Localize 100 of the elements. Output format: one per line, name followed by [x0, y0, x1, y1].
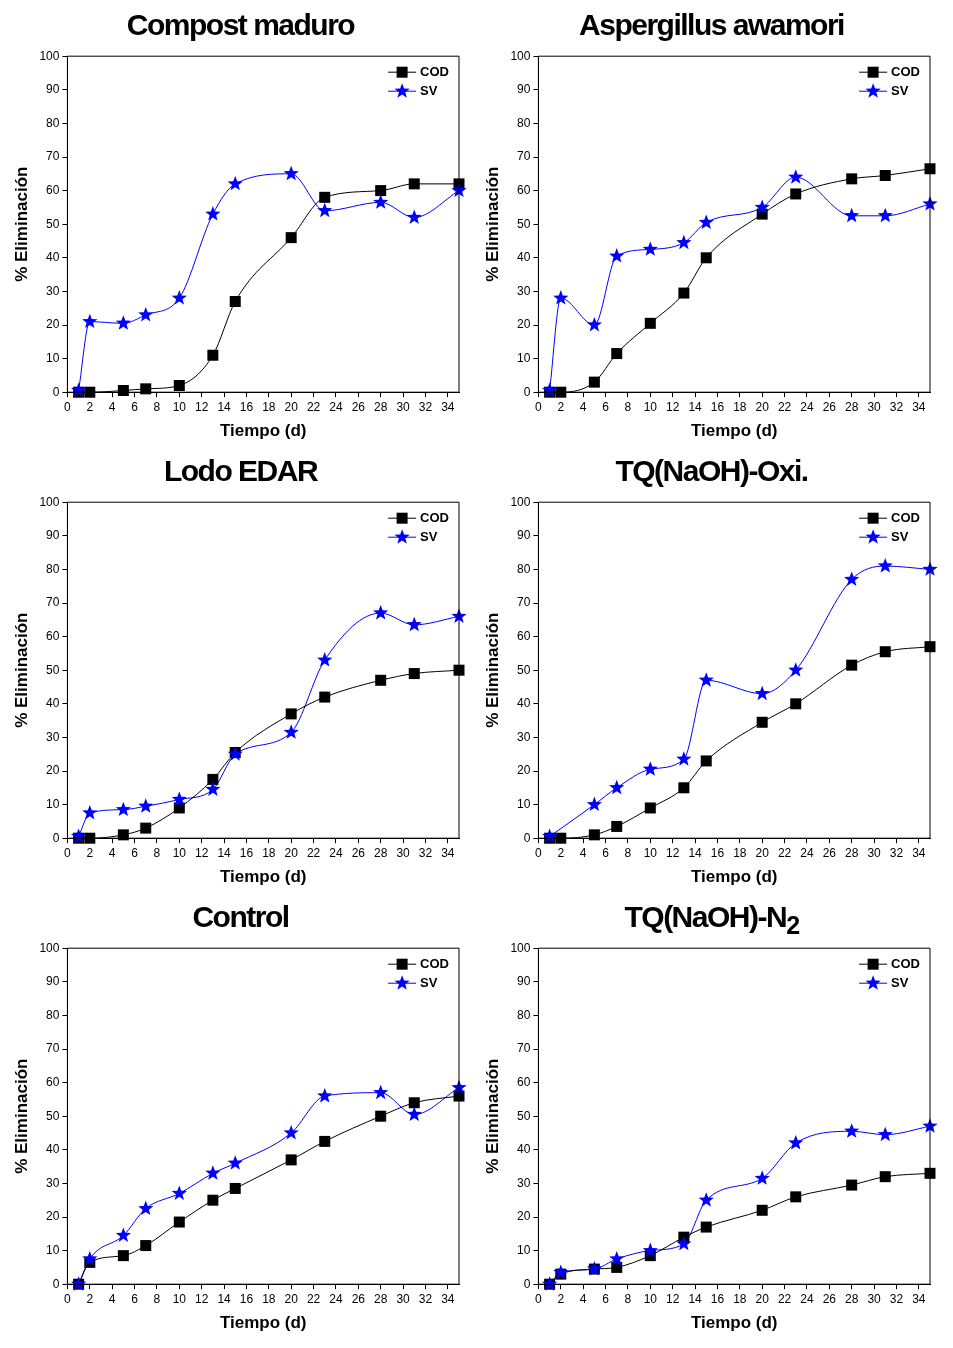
point — [375, 674, 387, 686]
point — [790, 698, 802, 710]
y-axis-title: % Eliminación — [482, 1058, 502, 1174]
x-tick-label: 10 — [643, 1291, 658, 1306]
x-tick-label: 26 — [822, 1291, 837, 1306]
y-tick-label: 20 — [46, 763, 60, 778]
x-tick-label: 12 — [666, 1291, 680, 1306]
point — [553, 1264, 569, 1279]
y-tick-label: 0 — [52, 1276, 60, 1291]
point — [844, 207, 860, 223]
point — [698, 214, 714, 229]
point — [375, 185, 387, 197]
x-tick-label: 0 — [535, 399, 543, 414]
chart-title: Compost maduro — [125, 8, 356, 43]
x-tick-label: 34 — [441, 399, 455, 414]
x-tick-label: 18 — [733, 845, 747, 860]
x-tick-label: 28 — [374, 845, 388, 860]
legend-label: COD — [420, 955, 449, 971]
point — [408, 668, 420, 680]
point — [285, 1154, 297, 1166]
y-tick-label: 90 — [517, 82, 531, 97]
x-tick-label: 4 — [579, 845, 587, 860]
point — [138, 1200, 154, 1216]
point — [678, 287, 690, 299]
point — [408, 1097, 420, 1109]
y-tick-label: 70 — [46, 1041, 60, 1056]
x-tick-label: 20 — [755, 399, 770, 414]
x-axis-title: Tiempo (d) — [219, 867, 307, 887]
x-tick-label: 4 — [579, 1291, 587, 1306]
chart-title: TQ(NaOH)-N$_{2}$ — [623, 900, 801, 939]
y-tick-label: 20 — [46, 317, 60, 332]
y-tick-label: 80 — [46, 561, 60, 576]
x-tick-label: 16 — [239, 1291, 254, 1306]
point — [319, 191, 331, 203]
point — [642, 241, 658, 256]
y-tick-label: 90 — [517, 974, 531, 989]
point — [285, 232, 297, 244]
x-axis-title: Tiempo (d) — [219, 421, 307, 441]
point — [676, 234, 692, 250]
point — [317, 202, 333, 218]
y-tick-label: 60 — [517, 182, 531, 197]
point — [283, 724, 299, 739]
point — [138, 798, 154, 813]
x-tick-label: 12 — [195, 1291, 209, 1306]
y-tick-label: 0 — [52, 830, 60, 845]
point — [319, 1135, 331, 1147]
x-tick-label: 12 — [195, 845, 209, 860]
y-tick-label: 70 — [517, 149, 531, 164]
y-tick-label: 50 — [517, 216, 531, 231]
point — [205, 781, 221, 796]
x-tick-label: 14 — [217, 399, 232, 414]
x-tick-label: 18 — [262, 399, 276, 414]
point — [611, 348, 623, 360]
point — [588, 829, 600, 841]
point — [790, 188, 802, 200]
legend-label: SV — [891, 82, 909, 98]
y-tick-label: 60 — [517, 1074, 531, 1089]
point — [644, 802, 656, 814]
x-tick-label: 26 — [351, 399, 366, 414]
point — [698, 672, 714, 687]
point — [698, 1192, 714, 1207]
point — [846, 173, 858, 185]
x-tick-label: 32 — [889, 1291, 904, 1306]
x-tick-label: 24 — [329, 399, 343, 414]
x-tick-label: 16 — [710, 845, 725, 860]
y-tick-label: 80 — [517, 115, 531, 130]
x-tick-label: 28 — [845, 399, 859, 414]
y-tick-label: 20 — [46, 1209, 60, 1224]
point — [207, 1194, 219, 1206]
point — [406, 1106, 422, 1121]
y-tick-label: 70 — [517, 1041, 531, 1056]
x-tick-label: 16 — [710, 1291, 725, 1306]
legend-label: SV — [420, 528, 438, 544]
chart-title: TQ(NaOH)-Oxi. — [614, 454, 809, 489]
x-tick-label: 6 — [131, 1291, 139, 1306]
point — [877, 1126, 893, 1142]
point — [408, 178, 420, 190]
point — [205, 1165, 221, 1180]
point — [700, 755, 712, 767]
y-tick-label: 60 — [46, 1074, 60, 1089]
y-tick-label: 60 — [46, 182, 60, 197]
y-axis-title: % Eliminación — [482, 166, 502, 282]
point — [140, 822, 152, 834]
y-tick-label: 80 — [517, 561, 531, 576]
x-tick-label: 12 — [195, 399, 209, 414]
x-tick-label: 20 — [284, 845, 299, 860]
point — [117, 385, 129, 397]
x-tick-label: 28 — [845, 845, 859, 860]
x-tick-label: 14 — [688, 1291, 703, 1306]
point — [373, 1084, 389, 1100]
point — [140, 1240, 152, 1252]
point — [229, 1182, 241, 1194]
legend-label: SV — [891, 528, 909, 544]
point — [207, 773, 219, 785]
point — [375, 1110, 387, 1122]
x-tick-label: 6 — [602, 1291, 610, 1306]
x-tick-label: 0 — [535, 845, 543, 860]
y-tick-label: 100 — [510, 48, 531, 63]
point — [588, 376, 600, 388]
point — [283, 1125, 299, 1140]
